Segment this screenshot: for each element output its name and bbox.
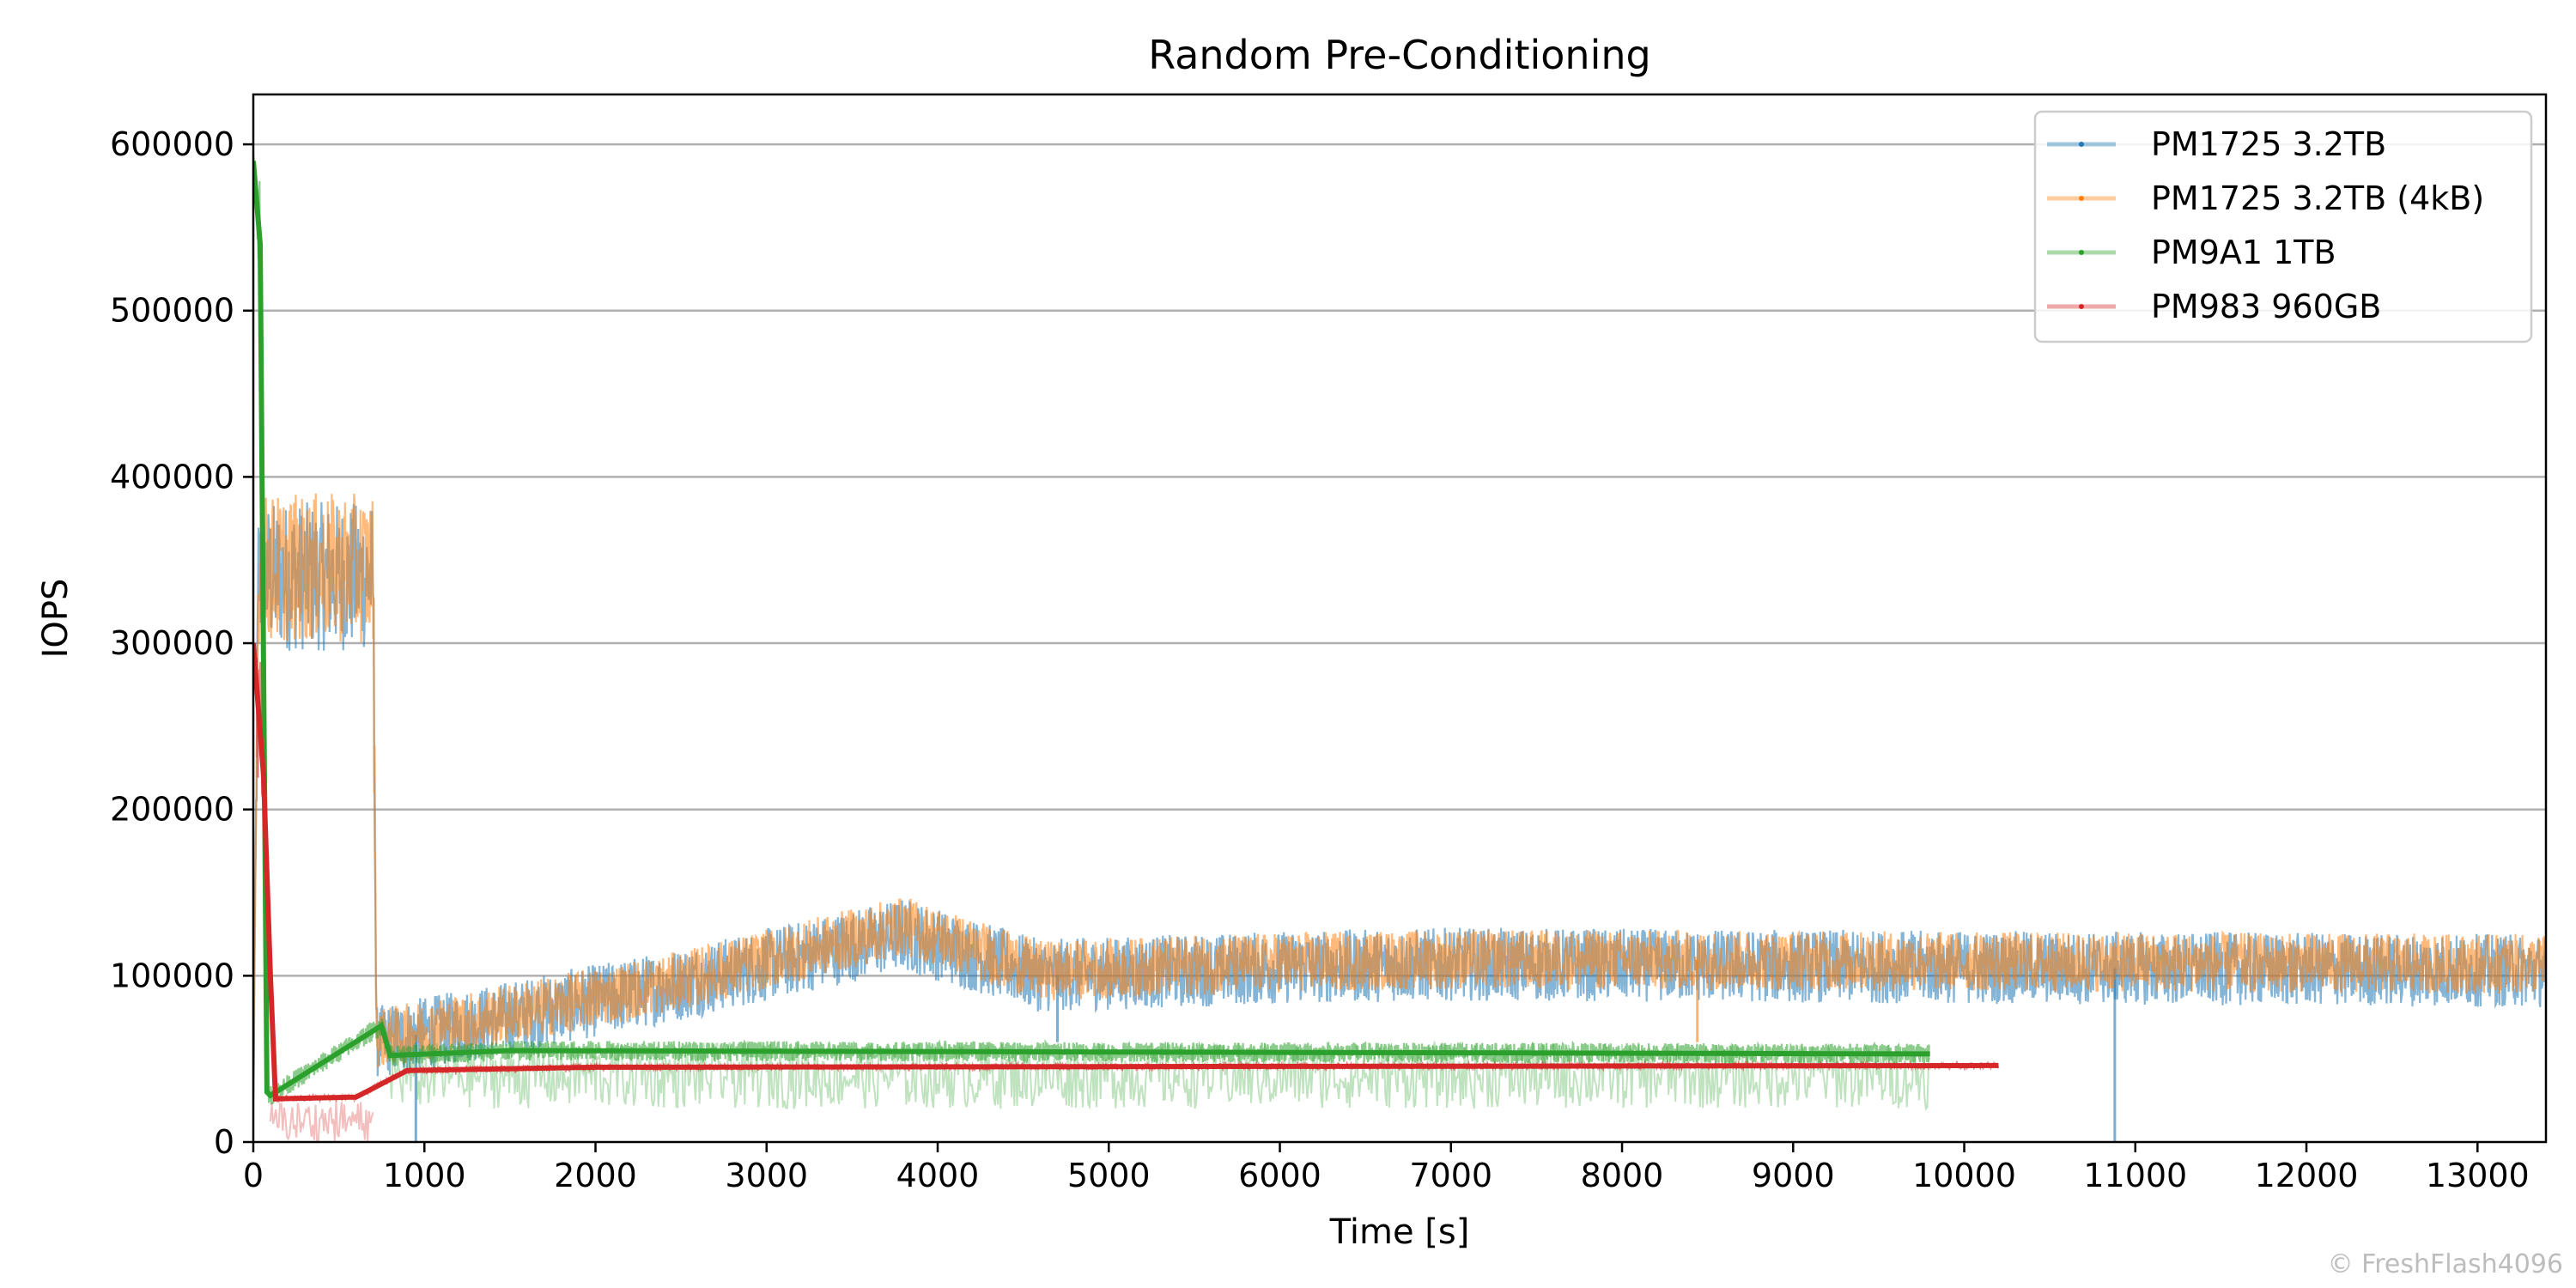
chart-title: Random Pre-Conditioning	[1148, 32, 1650, 78]
x-tick-label: 4000	[896, 1157, 980, 1194]
y-tick-label: 500000	[110, 292, 234, 330]
watermark: © FreshFlash4096	[2328, 1249, 2563, 1279]
x-tick-label: 12000	[2255, 1157, 2359, 1194]
series-scatter	[269, 1100, 374, 1142]
y-tick-label: 200000	[110, 791, 234, 829]
series-4	[253, 641, 2000, 1142]
legend-marker	[2079, 250, 2084, 255]
x-tick-label: 3000	[725, 1157, 808, 1194]
x-tick-label: 13000	[2426, 1157, 2530, 1194]
legend-marker	[2079, 304, 2084, 309]
y-axis: 0 100000 200000 300000 400000 500000 600000	[110, 125, 253, 1161]
series-trend	[253, 161, 1930, 1099]
x-axis: 0 1000 2000 3000 4000 5000 6000 7000 8000 9000 100…	[243, 1142, 2530, 1194]
x-tick-label: 11000	[2083, 1157, 2187, 1194]
legend-entry: PM9A1 1TB	[2151, 234, 2336, 271]
y-tick-label: 0	[214, 1123, 234, 1161]
x-axis-label: Time [s]	[1329, 1212, 1470, 1252]
x-tick-label: 8000	[1581, 1157, 1664, 1194]
plot-frame	[252, 93, 2548, 1144]
series-line	[253, 493, 2546, 1103]
legend-box	[2033, 110, 2533, 343]
legend-marker	[2079, 142, 2084, 147]
plot-area	[253, 154, 2546, 1142]
legend: PM1725 3.2TB PM1725 3.2TB (4kB) PM9A1 1TB P…	[2033, 110, 2533, 343]
y-tick-label: 400000	[110, 458, 234, 495]
x-tick-label: 2000	[554, 1157, 637, 1194]
y-tick-label: 600000	[110, 125, 234, 163]
y-tick-label: 100000	[110, 957, 234, 994]
series-trend	[253, 642, 1999, 1102]
x-tick-label: 1000	[383, 1157, 466, 1194]
x-tick-label: 7000	[1409, 1157, 1492, 1194]
legend-entry: PM983 960GB	[2151, 288, 2381, 325]
x-tick-label: 0	[243, 1157, 264, 1194]
series-2	[253, 493, 2546, 1103]
legend-entry: PM1725 3.2TB (4kB)	[2151, 179, 2484, 217]
x-tick-label: 5000	[1067, 1157, 1151, 1194]
y-tick-label: 300000	[110, 624, 234, 662]
x-tick-label: 10000	[1912, 1157, 2016, 1194]
y-axis-label: IOPS	[36, 579, 76, 659]
x-tick-label: 6000	[1238, 1157, 1321, 1194]
legend-marker	[2079, 196, 2084, 201]
x-tick-label: 9000	[1752, 1157, 1835, 1194]
legend-entry: PM1725 3.2TB	[2151, 125, 2386, 163]
